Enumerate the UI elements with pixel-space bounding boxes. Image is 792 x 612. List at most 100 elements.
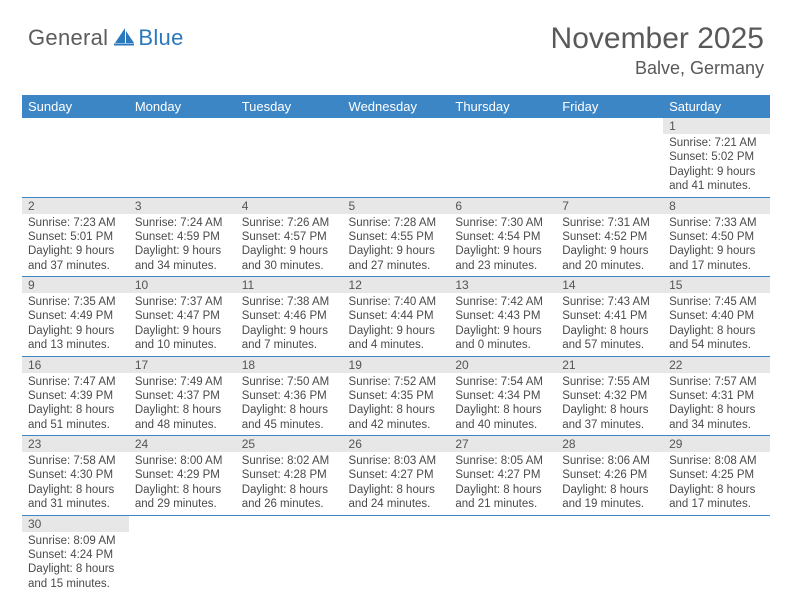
day-number: 2 xyxy=(22,198,129,214)
day-cell: 12Sunrise: 7:40 AMSunset: 4:44 PMDayligh… xyxy=(343,277,450,357)
day-details: Sunrise: 7:23 AMSunset: 5:01 PMDaylight:… xyxy=(22,214,129,277)
day-line-ss: Sunset: 4:49 PM xyxy=(28,309,123,323)
day-line-ss: Sunset: 4:30 PM xyxy=(28,468,123,482)
day-line-d1: Daylight: 8 hours xyxy=(562,403,657,417)
day-line-d2: and 37 minutes. xyxy=(28,259,123,273)
day-details: Sunrise: 7:50 AMSunset: 4:36 PMDaylight:… xyxy=(236,373,343,436)
day-cell: 9Sunrise: 7:35 AMSunset: 4:49 PMDaylight… xyxy=(22,277,129,357)
day-number: 20 xyxy=(449,357,556,373)
empty-cell xyxy=(22,118,129,197)
day-details: Sunrise: 7:58 AMSunset: 4:30 PMDaylight:… xyxy=(22,452,129,515)
day-line-d2: and 26 minutes. xyxy=(242,497,337,511)
day-number: 8 xyxy=(663,198,770,214)
day-cell: 17Sunrise: 7:49 AMSunset: 4:37 PMDayligh… xyxy=(129,356,236,436)
day-cell: 2Sunrise: 7:23 AMSunset: 5:01 PMDaylight… xyxy=(22,197,129,277)
week-row: 1Sunrise: 7:21 AMSunset: 5:02 PMDaylight… xyxy=(22,118,770,197)
day-cell: 14Sunrise: 7:43 AMSunset: 4:41 PMDayligh… xyxy=(556,277,663,357)
day-cell: 23Sunrise: 7:58 AMSunset: 4:30 PMDayligh… xyxy=(22,436,129,516)
day-line-ss: Sunset: 4:29 PM xyxy=(135,468,230,482)
day-line-d1: Daylight: 9 hours xyxy=(135,244,230,258)
day-number: 19 xyxy=(343,357,450,373)
location: Balve, Germany xyxy=(551,58,764,79)
day-line-d2: and 45 minutes. xyxy=(242,418,337,432)
day-line-d1: Daylight: 9 hours xyxy=(242,324,337,338)
day-number: 14 xyxy=(556,277,663,293)
day-number: 18 xyxy=(236,357,343,373)
day-line-d1: Daylight: 8 hours xyxy=(562,324,657,338)
day-line-ss: Sunset: 4:47 PM xyxy=(135,309,230,323)
day-line-sr: Sunrise: 7:21 AM xyxy=(669,136,764,150)
day-number: 30 xyxy=(22,516,129,532)
day-line-sr: Sunrise: 7:38 AM xyxy=(242,295,337,309)
day-number: 4 xyxy=(236,198,343,214)
day-number: 21 xyxy=(556,357,663,373)
day-number: 9 xyxy=(22,277,129,293)
day-line-ss: Sunset: 4:24 PM xyxy=(28,548,123,562)
day-line-d1: Daylight: 8 hours xyxy=(455,483,550,497)
day-line-d1: Daylight: 9 hours xyxy=(562,244,657,258)
empty-cell xyxy=(556,515,663,594)
day-line-d2: and 51 minutes. xyxy=(28,418,123,432)
day-cell: 6Sunrise: 7:30 AMSunset: 4:54 PMDaylight… xyxy=(449,197,556,277)
day-line-sr: Sunrise: 7:43 AM xyxy=(562,295,657,309)
day-line-d2: and 19 minutes. xyxy=(562,497,657,511)
day-line-ss: Sunset: 4:39 PM xyxy=(28,389,123,403)
day-line-sr: Sunrise: 7:55 AM xyxy=(562,375,657,389)
day-line-d1: Daylight: 8 hours xyxy=(349,403,444,417)
day-line-ss: Sunset: 4:27 PM xyxy=(455,468,550,482)
day-number: 5 xyxy=(343,198,450,214)
calendar-table: SundayMondayTuesdayWednesdayThursdayFrid… xyxy=(22,95,770,594)
day-line-d1: Daylight: 8 hours xyxy=(669,403,764,417)
day-details: Sunrise: 8:02 AMSunset: 4:28 PMDaylight:… xyxy=(236,452,343,515)
week-row: 23Sunrise: 7:58 AMSunset: 4:30 PMDayligh… xyxy=(22,436,770,516)
week-row: 16Sunrise: 7:47 AMSunset: 4:39 PMDayligh… xyxy=(22,356,770,436)
empty-cell xyxy=(236,515,343,594)
day-line-d1: Daylight: 8 hours xyxy=(349,483,444,497)
weekday-header: Saturday xyxy=(663,95,770,118)
day-line-d2: and 48 minutes. xyxy=(135,418,230,432)
day-line-ss: Sunset: 4:32 PM xyxy=(562,389,657,403)
day-line-ss: Sunset: 4:46 PM xyxy=(242,309,337,323)
day-cell: 24Sunrise: 8:00 AMSunset: 4:29 PMDayligh… xyxy=(129,436,236,516)
day-cell: 13Sunrise: 7:42 AMSunset: 4:43 PMDayligh… xyxy=(449,277,556,357)
day-line-ss: Sunset: 4:52 PM xyxy=(562,230,657,244)
day-line-d2: and 41 minutes. xyxy=(669,179,764,193)
day-details: Sunrise: 7:37 AMSunset: 4:47 PMDaylight:… xyxy=(129,293,236,356)
brand-part2: Blue xyxy=(138,25,183,51)
day-details: Sunrise: 7:33 AMSunset: 4:50 PMDaylight:… xyxy=(663,214,770,277)
day-details: Sunrise: 8:08 AMSunset: 4:25 PMDaylight:… xyxy=(663,452,770,515)
day-line-d2: and 40 minutes. xyxy=(455,418,550,432)
day-line-d1: Daylight: 9 hours xyxy=(669,165,764,179)
day-line-ss: Sunset: 4:59 PM xyxy=(135,230,230,244)
day-line-d2: and 27 minutes. xyxy=(349,259,444,273)
calendar-body: 1Sunrise: 7:21 AMSunset: 5:02 PMDaylight… xyxy=(22,118,770,594)
day-line-ss: Sunset: 4:31 PM xyxy=(669,389,764,403)
day-cell: 26Sunrise: 8:03 AMSunset: 4:27 PMDayligh… xyxy=(343,436,450,516)
day-line-sr: Sunrise: 8:05 AM xyxy=(455,454,550,468)
day-details: Sunrise: 7:28 AMSunset: 4:55 PMDaylight:… xyxy=(343,214,450,277)
day-line-ss: Sunset: 4:55 PM xyxy=(349,230,444,244)
day-number: 22 xyxy=(663,357,770,373)
day-details: Sunrise: 7:21 AMSunset: 5:02 PMDaylight:… xyxy=(663,134,770,197)
day-cell: 11Sunrise: 7:38 AMSunset: 4:46 PMDayligh… xyxy=(236,277,343,357)
day-line-sr: Sunrise: 8:06 AM xyxy=(562,454,657,468)
day-line-d2: and 34 minutes. xyxy=(669,418,764,432)
day-line-d1: Daylight: 8 hours xyxy=(455,403,550,417)
day-line-ss: Sunset: 4:28 PM xyxy=(242,468,337,482)
day-line-sr: Sunrise: 7:28 AM xyxy=(349,216,444,230)
weekday-header: Tuesday xyxy=(236,95,343,118)
empty-cell xyxy=(129,515,236,594)
day-details: Sunrise: 7:55 AMSunset: 4:32 PMDaylight:… xyxy=(556,373,663,436)
day-line-ss: Sunset: 4:50 PM xyxy=(669,230,764,244)
day-details: Sunrise: 7:52 AMSunset: 4:35 PMDaylight:… xyxy=(343,373,450,436)
day-number: 29 xyxy=(663,436,770,452)
day-cell: 7Sunrise: 7:31 AMSunset: 4:52 PMDaylight… xyxy=(556,197,663,277)
day-line-ss: Sunset: 4:25 PM xyxy=(669,468,764,482)
day-cell: 3Sunrise: 7:24 AMSunset: 4:59 PMDaylight… xyxy=(129,197,236,277)
day-line-d1: Daylight: 8 hours xyxy=(242,483,337,497)
day-number: 27 xyxy=(449,436,556,452)
day-line-d2: and 34 minutes. xyxy=(135,259,230,273)
day-line-d2: and 7 minutes. xyxy=(242,338,337,352)
day-details: Sunrise: 8:09 AMSunset: 4:24 PMDaylight:… xyxy=(22,532,129,595)
title-block: November 2025 Balve, Germany xyxy=(551,22,764,79)
